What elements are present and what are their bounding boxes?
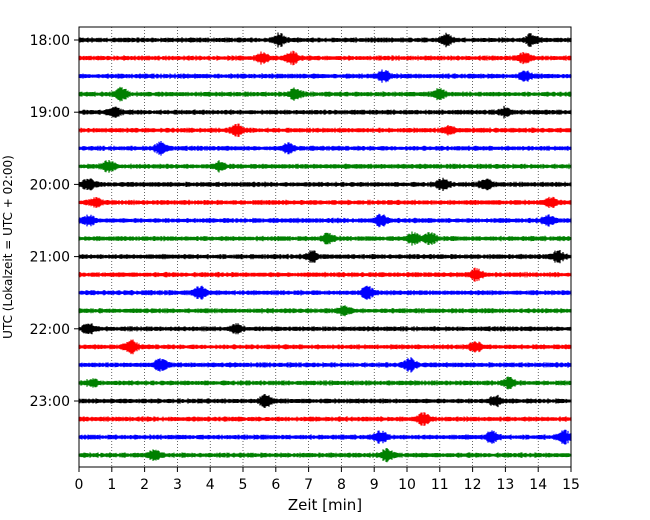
x-axis-label: Zeit [min] (288, 496, 362, 514)
x-tick-label: 10 (398, 477, 416, 493)
y-tick-label: 18:00 (30, 33, 70, 49)
x-tick-label: 3 (173, 477, 182, 493)
y-tick-label: 19:00 (30, 105, 70, 121)
x-tick-label: 15 (562, 477, 580, 493)
x-tick-label: 11 (431, 477, 449, 493)
y-tick-label: 22:00 (30, 322, 70, 338)
x-tick-label: 0 (75, 477, 84, 493)
x-tick-label: 4 (206, 477, 215, 493)
x-tick-label: 7 (304, 477, 313, 493)
x-tick-label: 2 (140, 477, 149, 493)
x-tick-label: 9 (370, 477, 379, 493)
x-tick-label: 13 (496, 477, 514, 493)
y-tick-label: 23:00 (30, 394, 70, 410)
x-tick-label: 5 (239, 477, 248, 493)
x-axis-ticks: 0 1 2 3 4 5 6 7 8 9 10 11 12 13 14 15 (75, 467, 580, 493)
plot-frame (78, 26, 572, 468)
y-tick-label: 21:00 (30, 250, 70, 266)
grid-lines (111, 27, 539, 467)
x-tick-label: 8 (337, 477, 346, 493)
y-axis-label: UTC (Lokalzeit = UTC + 02:00) (1, 155, 15, 339)
x-tick-label: 14 (529, 477, 547, 493)
y-axis-ticks: 18:00 19:00 20:00 21:00 22:00 23:00 (30, 33, 79, 410)
y-tick-label: 20:00 (30, 177, 70, 193)
x-tick-label: 6 (271, 477, 280, 493)
plot-area-background (79, 27, 571, 467)
x-tick-label: 12 (464, 477, 482, 493)
x-tick-label: 1 (107, 477, 116, 493)
